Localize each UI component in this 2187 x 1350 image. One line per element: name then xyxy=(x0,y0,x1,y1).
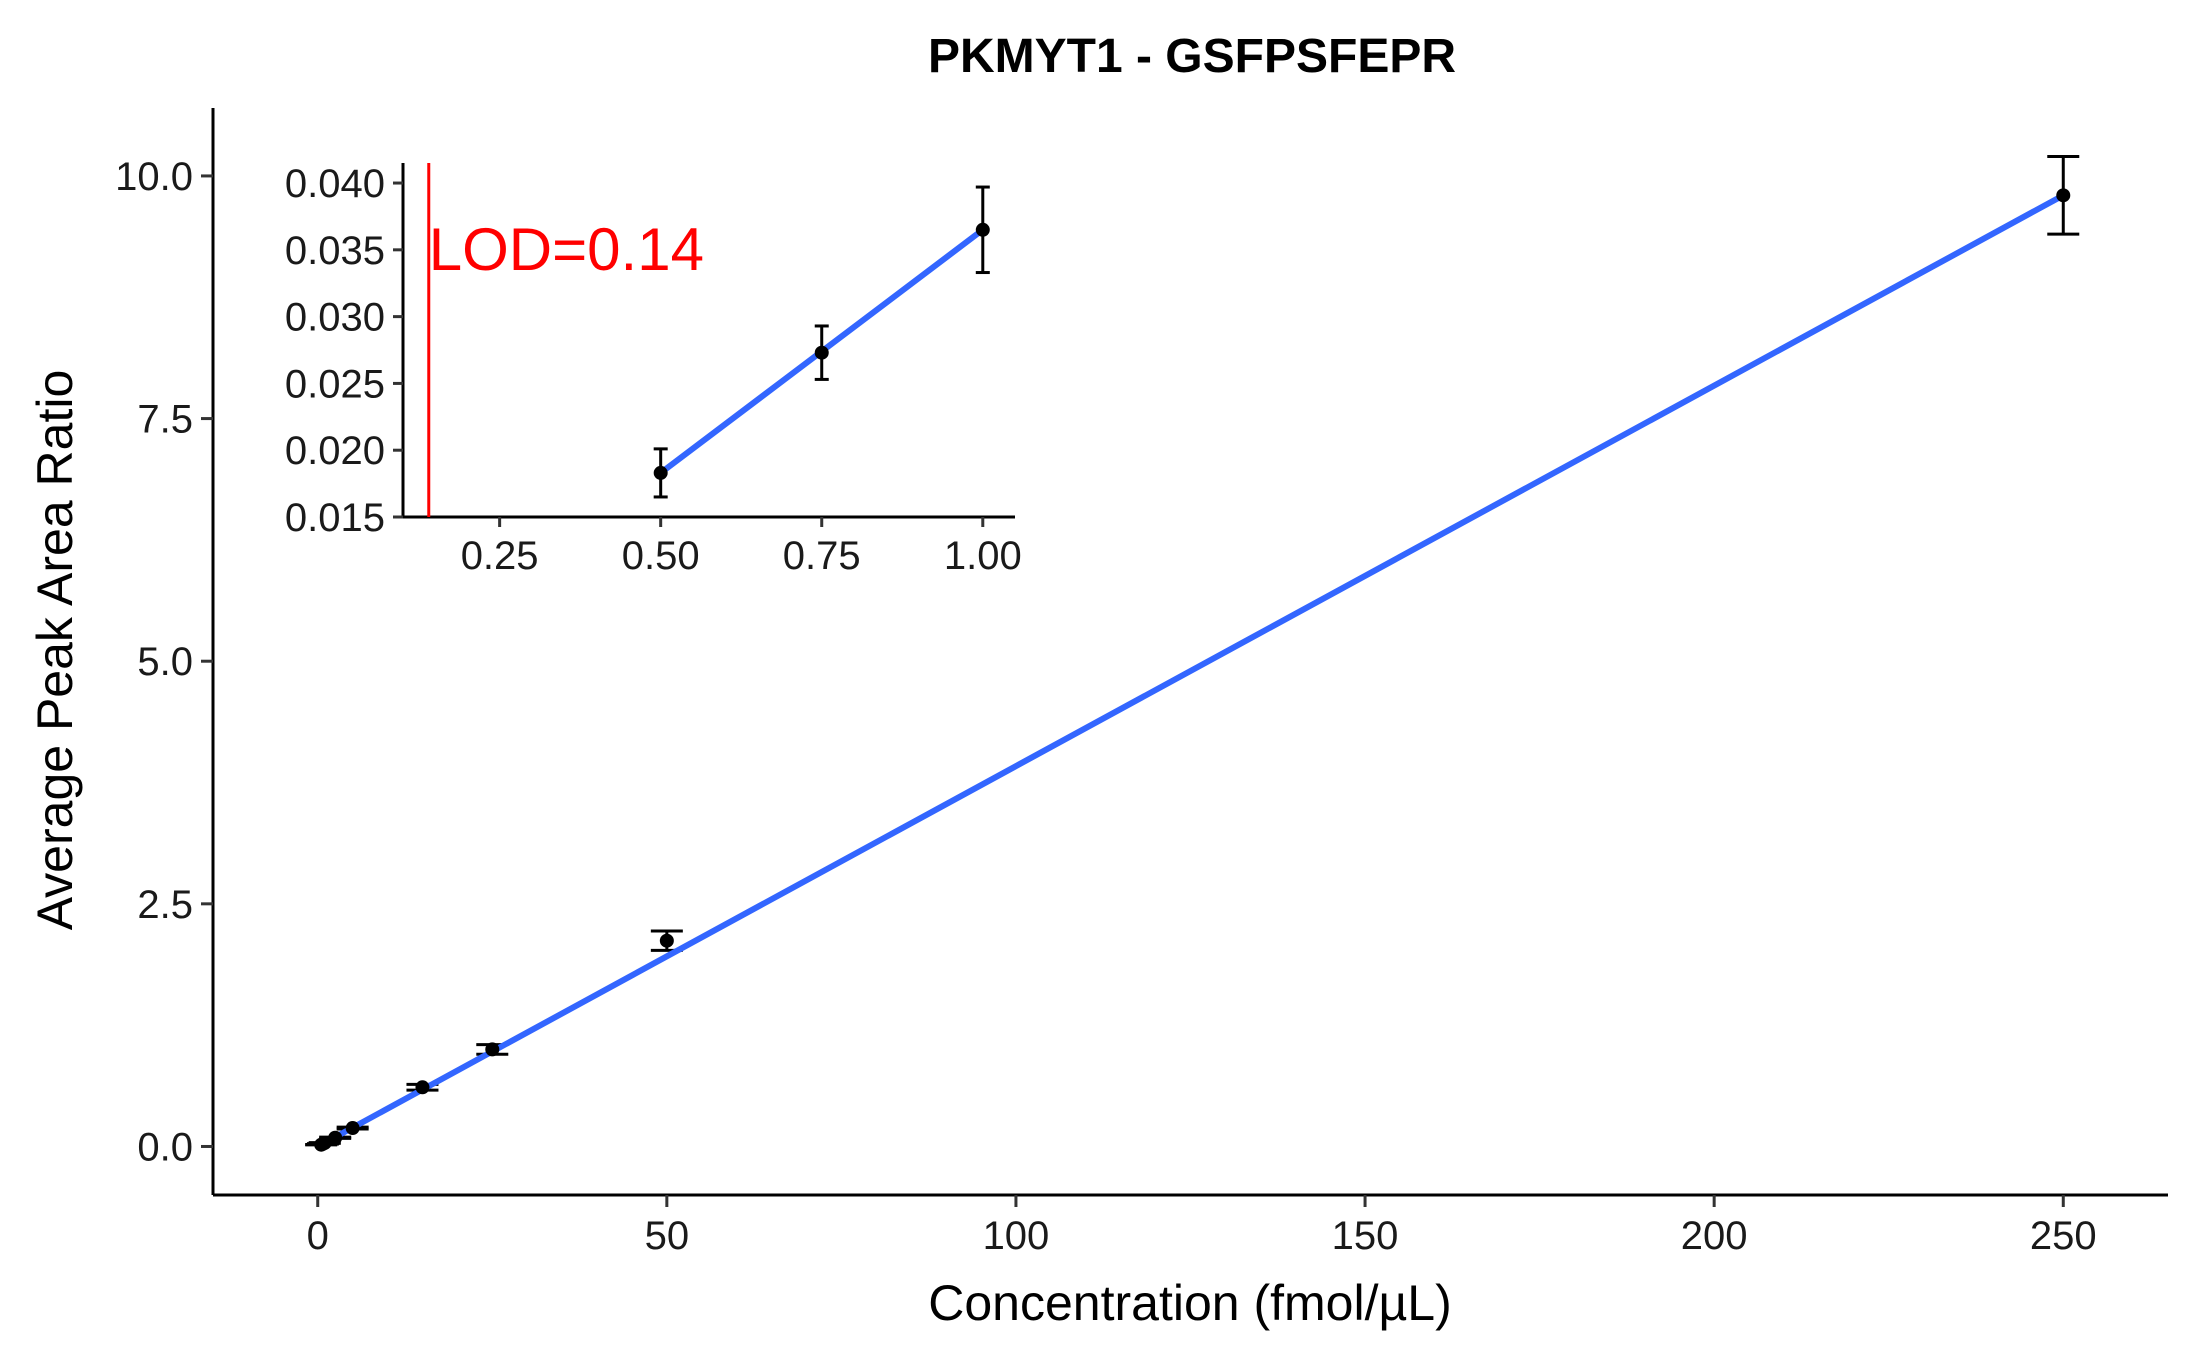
inset-data-point xyxy=(814,345,829,360)
inset-y-tick-label: 0.025 xyxy=(285,362,385,406)
main-y-tick-label: 7.5 xyxy=(137,398,193,442)
main-data-point xyxy=(328,1130,343,1145)
main-data-point xyxy=(415,1080,430,1095)
inset-x-tick-label: 1.00 xyxy=(944,534,1022,578)
inset-x-ticks: 0.25 0.50 0.75 1.00 xyxy=(461,517,1022,578)
inset-x-tick-label: 0.75 xyxy=(783,534,861,578)
main-y-tick-label: 2.5 xyxy=(137,883,193,927)
inset-x-tick-label: 0.25 xyxy=(461,534,539,578)
inset-plot: 0.25 0.50 0.75 1.00 0.0150.0200.0250.0300.0… xyxy=(285,162,1022,578)
main-y-tick-label: 0.0 xyxy=(137,1125,193,1169)
inset-data-marks xyxy=(653,185,990,499)
main-data-point xyxy=(345,1121,360,1136)
inset-x-tick-label: 0.50 xyxy=(622,534,700,578)
chart-title: PKMYT1 - GSFPSFEPR xyxy=(928,30,1456,83)
inset-data-point xyxy=(653,465,668,480)
main-x-tick-label: 50 xyxy=(645,1214,690,1258)
lod-label: LOD=0.14 xyxy=(429,216,704,283)
inset-data-point xyxy=(975,222,990,237)
y-axis-title: Average Peak Area Ratio xyxy=(27,370,83,931)
inset-y-tick-label: 0.035 xyxy=(285,229,385,273)
main-x-ticks: 0 50 100 150 200 250 xyxy=(307,1195,2097,1258)
main-fit-line xyxy=(318,192,2067,1148)
main-data-point xyxy=(2056,188,2071,203)
inset-y-tick-label: 0.020 xyxy=(285,429,385,473)
main-y-ticks: 0.0 2.5 5.0 7.5 10.0 xyxy=(115,155,213,1169)
main-y-tick-label: 10.0 xyxy=(115,155,193,199)
x-axis-title: Concentration (fmol/µL) xyxy=(928,1275,1451,1331)
main-x-tick-label: 0 xyxy=(307,1214,329,1258)
main-x-tick-label: 100 xyxy=(983,1214,1050,1258)
main-plot: 0 50 100 150 200 250 0.0 2.5 5.0 7.5 10.0 Concent… xyxy=(27,108,2168,1331)
main-data-point xyxy=(659,933,674,948)
main-data-point xyxy=(317,1135,332,1150)
main-x-tick-label: 250 xyxy=(2030,1214,2097,1258)
main-data-point xyxy=(485,1042,500,1057)
inset-y-tick-label: 0.030 xyxy=(285,296,385,340)
main-x-tick-label: 200 xyxy=(1681,1214,1748,1258)
main-y-tick-label: 5.0 xyxy=(137,640,193,684)
main-x-tick-label: 150 xyxy=(1332,1214,1399,1258)
main-data-marks xyxy=(305,155,2080,1152)
inset-y-ticks: 0.015 0.020 0.025 0.030 0.035 0.040 xyxy=(285,162,403,540)
inset-y-tick-label: 0.015 xyxy=(285,496,385,540)
inset-y-tick-label: 0.040 xyxy=(285,162,385,206)
